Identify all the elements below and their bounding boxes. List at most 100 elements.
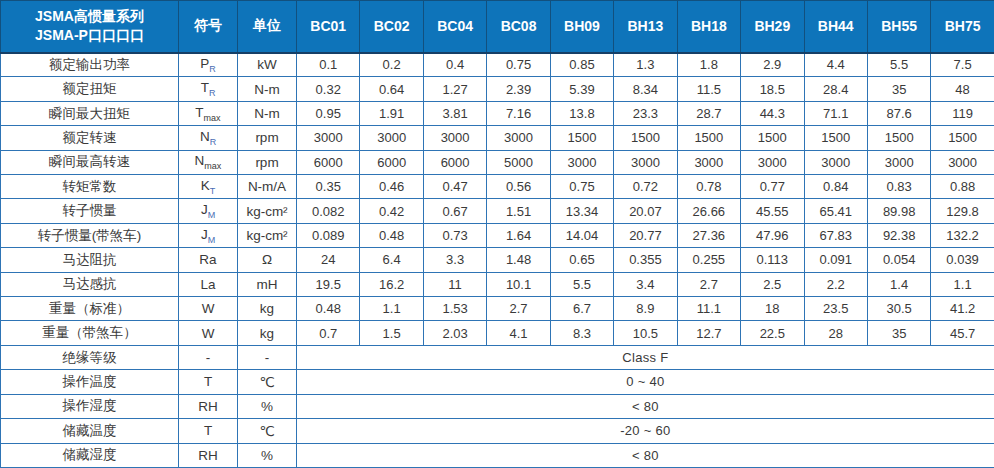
spec-value-cell: 6000 — [423, 150, 486, 174]
spec-row: 瞬间最大扭矩TmaxN-m0.951.913.817.1613.823.328.… — [1, 101, 994, 125]
spec-value-cell: 2.9 — [741, 53, 804, 77]
spec-value-cell: 3000 — [550, 150, 613, 174]
spec-value-cell: 8.9 — [614, 297, 677, 321]
model-column-header: BC04 — [423, 1, 486, 53]
spec-value-cell: 0.48 — [297, 297, 360, 321]
spec-value-cell: 1.51 — [487, 199, 550, 223]
spec-value-cell: 0.082 — [297, 199, 360, 223]
spec-value-cell: 2.7 — [487, 297, 550, 321]
spec-value-cell: 5.5 — [867, 53, 930, 77]
spec-value-cell: 6000 — [360, 150, 423, 174]
spec-value-cell: 0.32 — [297, 77, 360, 101]
spec-value-cell: 1.3 — [614, 53, 677, 77]
spec-value-cell: 1500 — [804, 126, 867, 150]
spec-value-cell: 1.48 — [487, 248, 550, 272]
spec-row: 额定转速NRrpm3000300030003000150015001500150… — [1, 126, 994, 150]
spec-value-cell: 35 — [867, 321, 930, 345]
spec-value-cell: 23.3 — [614, 101, 677, 125]
series-title-line1: JSMA高惯量系列 — [1, 7, 178, 27]
spec-value-cell: 1.5 — [360, 321, 423, 345]
model-column-header: BC08 — [487, 1, 550, 53]
spec-value-cell: 71.1 — [804, 101, 867, 125]
spec-value-cell: 0.089 — [297, 223, 360, 247]
row-unit: mH — [238, 272, 297, 296]
spec-value-cell: 3.81 — [423, 101, 486, 125]
spec-value-cell: 1.1 — [360, 297, 423, 321]
spec-value-cell: 0.255 — [677, 248, 740, 272]
spec-value-cell: 132.2 — [931, 223, 994, 247]
spec-value-cell: 35 — [867, 77, 930, 101]
spec-value-cell: 1500 — [614, 126, 677, 150]
spec-value-cell: 16.2 — [360, 272, 423, 296]
spec-value-cell: 45.55 — [741, 199, 804, 223]
spec-value-cell: 13.8 — [550, 101, 613, 125]
spec-value-cell: 0.95 — [297, 101, 360, 125]
spec-value-cell: 0.47 — [423, 175, 486, 199]
spec-value-cell: 3000 — [804, 150, 867, 174]
spec-value-cell: 1.53 — [423, 297, 486, 321]
row-unit: kg-cm² — [238, 199, 297, 223]
row-label: 马达阻抗 — [1, 248, 179, 272]
spec-value-cell: 2.7 — [677, 272, 740, 296]
motor-spec-sheet: JSMA高惯量系列 JSMA-P口口口口 符号 单位 BC01BC02BC04B… — [0, 0, 994, 468]
model-column-header: BH18 — [677, 1, 740, 53]
model-column-header: BH55 — [867, 1, 930, 53]
spec-value-cell: 3000 — [297, 126, 360, 150]
spec-value-cell: 13.34 — [550, 199, 613, 223]
spec-value-cell: 2.39 — [487, 77, 550, 101]
spec-value-cell: 0.64 — [360, 77, 423, 101]
model-column-header: BH29 — [741, 1, 804, 53]
spec-value-cell: 0.091 — [804, 248, 867, 272]
row-label: 绝缘等级 — [1, 345, 179, 369]
spec-row: 转子惯量JMkg-cm²0.0820.420.671.5113.3420.072… — [1, 199, 994, 223]
row-symbol: - — [179, 345, 238, 369]
spec-value-cell: 3000 — [487, 126, 550, 150]
spec-value-cell: 11.5 — [677, 77, 740, 101]
row-symbol: T — [179, 370, 238, 394]
spec-row: 重量（标准）Wkg0.481.11.532.76.78.911.11823.53… — [1, 297, 994, 321]
spec-value-cell: 3000 — [614, 150, 677, 174]
row-label: 储藏温度 — [1, 419, 179, 443]
spec-value-cell: 0.75 — [550, 175, 613, 199]
spec-value-cell: 24 — [297, 248, 360, 272]
row-symbol: La — [179, 272, 238, 296]
spec-value-cell: 48 — [931, 77, 994, 101]
spec-value-cell: 28 — [804, 321, 867, 345]
row-unit: rpm — [238, 126, 297, 150]
spec-value-cell: 27.36 — [677, 223, 740, 247]
spec-row: 额定输出功率PRkW0.10.20.40.750.851.31.82.94.45… — [1, 53, 994, 77]
model-column-header: BC02 — [360, 1, 423, 53]
model-column-header: BH75 — [931, 1, 994, 53]
spec-value-cell: 3000 — [931, 150, 994, 174]
row-label: 马达感抗 — [1, 272, 179, 296]
row-unit: kW — [238, 53, 297, 77]
spec-value-cell: 87.6 — [867, 101, 930, 125]
spec-row: 转矩常数KTN-m/A0.350.460.470.560.750.720.780… — [1, 175, 994, 199]
spec-value-cell: 1500 — [931, 126, 994, 150]
spec-value-cell: 5.39 — [550, 77, 613, 101]
spec-row: 马达阻抗RaΩ246.43.31.480.650.3550.2550.1130.… — [1, 248, 994, 272]
row-symbol: Ra — [179, 248, 238, 272]
row-unit: rpm — [238, 150, 297, 174]
spec-value-cell: 0.054 — [867, 248, 930, 272]
row-label: 额定转速 — [1, 126, 179, 150]
spec-value-cell: 12.7 — [677, 321, 740, 345]
spec-value-cell: 11 — [423, 272, 486, 296]
spec-value-cell: 0.355 — [614, 248, 677, 272]
row-label: 操作温度 — [1, 370, 179, 394]
spec-value-cell: 0.42 — [360, 199, 423, 223]
spec-value-cell: 67.83 — [804, 223, 867, 247]
spec-value-cell: 4.1 — [487, 321, 550, 345]
spec-value-cell: 0.85 — [550, 53, 613, 77]
spec-value-cell: 0.73 — [423, 223, 486, 247]
spec-value-cell: 0.88 — [931, 175, 994, 199]
row-symbol: W — [179, 297, 238, 321]
spec-value-cell: 1.4 — [867, 272, 930, 296]
row-unit: - — [238, 345, 297, 369]
row-unit: N-m — [238, 77, 297, 101]
spec-table: JSMA高惯量系列 JSMA-P口口口口 符号 单位 BC01BC02BC04B… — [0, 0, 994, 468]
spec-value-cell: 0.35 — [297, 175, 360, 199]
spec-value-cell: 0.46 — [360, 175, 423, 199]
spec-value-cell: 0.113 — [741, 248, 804, 272]
spec-value-cell: 7.5 — [931, 53, 994, 77]
